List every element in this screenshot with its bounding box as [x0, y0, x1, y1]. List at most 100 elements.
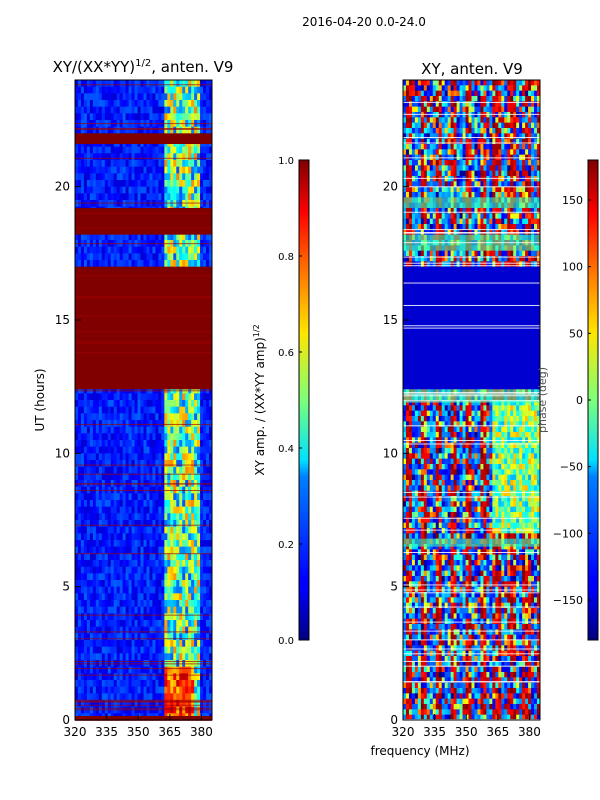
heatmap-cell	[170, 446, 174, 454]
heatmap-cell	[140, 153, 144, 161]
heatmap-cell	[98, 100, 103, 107]
heatmap-cell	[131, 626, 135, 634]
heatmap-cell	[92, 606, 97, 614]
flag-line	[75, 390, 212, 392]
heatmap-cell	[185, 400, 189, 407]
heatmap-cell	[125, 393, 129, 401]
heatmap-cell	[137, 413, 141, 421]
heatmap-cell	[140, 426, 144, 434]
heatmap-cell	[92, 633, 97, 641]
heatmap-cell	[453, 106, 457, 113]
heatmap-cell	[158, 553, 162, 561]
heatmap-cell	[167, 166, 171, 174]
heatmap-cell	[200, 146, 204, 154]
heatmap-cell	[92, 440, 97, 447]
heatmap-cell	[77, 453, 82, 461]
heatmap-cell	[498, 101, 502, 107]
heatmap-cell	[471, 122, 475, 129]
heatmap-cell	[185, 506, 189, 514]
left-title-tail: , anten. V9	[151, 58, 233, 76]
heatmap-cell	[465, 133, 469, 139]
heatmap-cell	[194, 93, 198, 101]
heatmap-cell	[197, 193, 201, 201]
heatmap-cell	[140, 646, 144, 654]
flag-line	[75, 668, 212, 670]
heatmap-cell	[116, 633, 120, 641]
heatmap-cell	[116, 426, 120, 434]
heatmap-cell	[137, 146, 141, 154]
heatmap-cell	[197, 93, 201, 101]
heatmap-cell	[104, 400, 109, 407]
heatmap-cell	[149, 260, 153, 267]
heatmap-cell	[164, 586, 168, 594]
heatmap-cell	[116, 233, 120, 241]
heatmap-cell	[161, 246, 165, 254]
heatmap-cell	[173, 386, 177, 394]
heatmap-cell	[143, 640, 147, 647]
heatmap-cell	[98, 673, 103, 681]
heatmap-cell	[179, 126, 183, 134]
heatmap-cell	[149, 466, 153, 474]
heatmap-cell	[194, 246, 198, 254]
heatmap-cell	[140, 186, 144, 194]
heatmap-cell	[206, 473, 210, 481]
heatmap-cell	[164, 540, 168, 547]
heatmap-cell	[134, 166, 138, 174]
heatmap-cell	[161, 153, 165, 161]
flag-line	[75, 524, 212, 526]
heatmap-cell	[528, 117, 532, 123]
heatmap-cell	[155, 520, 159, 527]
heatmap-cell	[83, 506, 88, 514]
heatmap-cell	[525, 90, 529, 97]
heatmap-cell	[182, 546, 186, 554]
heatmap-cell	[459, 96, 463, 102]
heatmap-cell	[206, 86, 210, 94]
heatmap-cell	[104, 173, 109, 181]
heatmap-cell	[182, 653, 186, 661]
heatmap-cell	[179, 606, 183, 614]
heatmap-cell	[403, 128, 407, 134]
heatmap-cell	[110, 693, 115, 701]
heatmap-cell	[191, 406, 195, 414]
heatmap-cell	[134, 180, 138, 187]
heatmap-cell	[86, 620, 91, 627]
heatmap-cell	[182, 566, 186, 574]
heatmap-cell	[164, 673, 168, 681]
heatmap-cell	[414, 128, 419, 134]
heatmap-cell	[164, 553, 168, 561]
heatmap-cell	[122, 426, 126, 434]
heatmap-cell	[504, 117, 508, 123]
heatmap-cell	[116, 86, 120, 94]
heatmap-cell	[86, 540, 91, 547]
heatmap-cell	[525, 96, 529, 102]
heatmap-cell	[146, 473, 150, 481]
heatmap-cell	[110, 620, 115, 627]
heatmap-cell	[80, 186, 85, 194]
heatmap-cell	[173, 600, 177, 607]
heatmap-cell	[152, 640, 156, 647]
heatmap-cell	[531, 80, 535, 86]
heatmap-cell	[164, 513, 168, 521]
heatmap-cell	[116, 420, 120, 427]
heatmap-cell	[200, 446, 204, 454]
heatmap-cell	[95, 186, 100, 194]
heatmap-cell	[179, 233, 183, 241]
heatmap-cell	[155, 160, 159, 167]
heatmap-cell	[80, 646, 85, 654]
heatmap-cell	[519, 80, 523, 86]
heatmap-cell	[170, 393, 174, 401]
heatmap-cell	[95, 520, 100, 527]
heatmap-cell	[107, 653, 112, 661]
heatmap-cell	[188, 680, 192, 687]
heatmap-cell	[158, 233, 162, 241]
heatmap-cell	[191, 693, 195, 701]
heatmap-cell	[510, 128, 514, 134]
heatmap-cell	[155, 80, 159, 87]
heatmap-cell	[101, 546, 106, 554]
heatmap-cell	[188, 606, 192, 614]
heatmap-cell	[125, 693, 129, 701]
heatmap-cell	[158, 646, 162, 654]
heatmap-cell	[504, 80, 508, 86]
heatmap-cell	[167, 460, 171, 467]
heatmap-cell	[158, 686, 162, 694]
